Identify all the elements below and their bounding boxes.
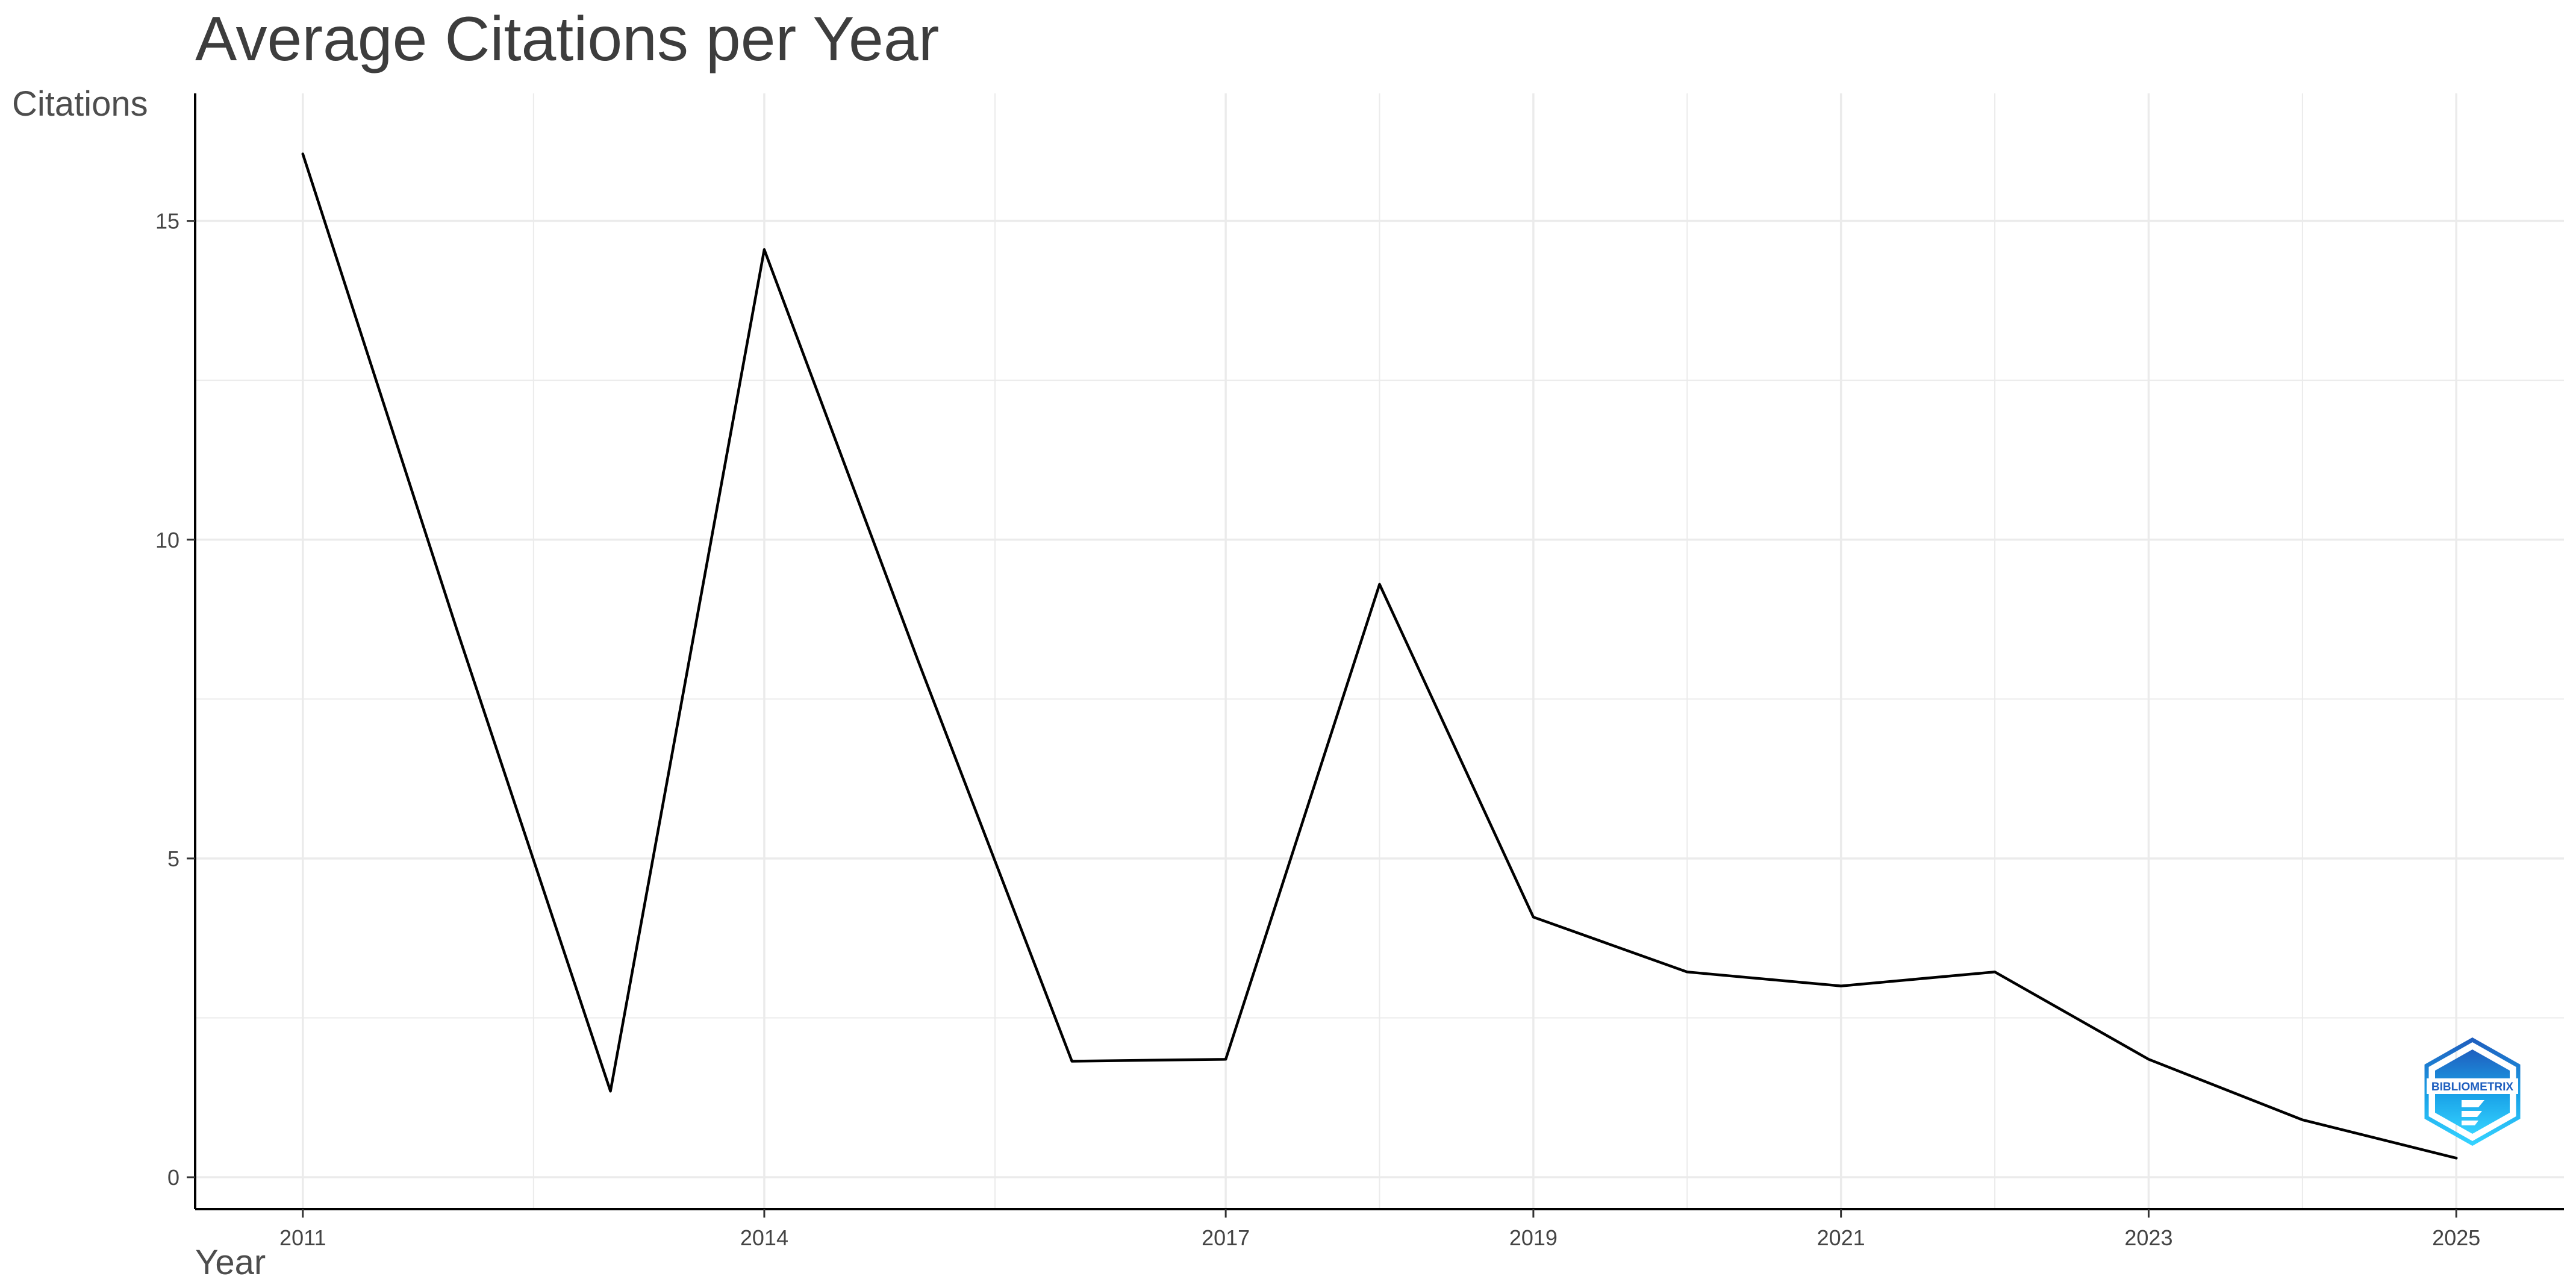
data-point bbox=[609, 1090, 612, 1093]
data-point bbox=[1994, 971, 1997, 974]
y-tick-label: 5 bbox=[167, 846, 179, 871]
data-point bbox=[1070, 1060, 1073, 1063]
y-tick-label: 0 bbox=[167, 1165, 179, 1190]
series-layer bbox=[301, 152, 2458, 1160]
x-tick-label: 2021 bbox=[1817, 1225, 1865, 1250]
minor-gridlines bbox=[195, 93, 2564, 1209]
x-tick-label: 2017 bbox=[1202, 1225, 1250, 1250]
data-point bbox=[763, 248, 766, 251]
logo-hexagon-outer bbox=[2424, 1037, 2521, 1146]
x-axis-label: Year bbox=[195, 1243, 266, 1279]
x-axis-ticks: 2011 2014 2017 2019 2021 2023 2025 bbox=[279, 1209, 2480, 1250]
major-gridlines bbox=[195, 93, 2564, 1209]
y-axis-ticks: 0 5 10 15 bbox=[155, 209, 195, 1190]
logo-text-band bbox=[2427, 1078, 2518, 1094]
data-point bbox=[301, 152, 304, 155]
data-point bbox=[2147, 1058, 2150, 1061]
x-tick-label: 2014 bbox=[740, 1225, 788, 1250]
data-point bbox=[455, 627, 458, 630]
y-tick-label: 15 bbox=[155, 209, 179, 234]
chart-title: Average Citations per Year bbox=[195, 4, 939, 74]
data-point bbox=[1532, 916, 1535, 919]
axes bbox=[194, 93, 2564, 1210]
x-tick-label: 2025 bbox=[2432, 1225, 2480, 1250]
data-point bbox=[917, 659, 920, 662]
data-point bbox=[1378, 583, 1381, 586]
data-point bbox=[1839, 984, 1842, 987]
x-tick-label: 2019 bbox=[1509, 1225, 1558, 1250]
data-point bbox=[2455, 1157, 2458, 1160]
x-tick-label: 2023 bbox=[2124, 1225, 2172, 1250]
logo-mark bbox=[2462, 1100, 2484, 1125]
x-tick-label: 2011 bbox=[279, 1225, 326, 1250]
y-axis-label: Citations bbox=[12, 84, 148, 124]
data-point bbox=[1686, 971, 1689, 974]
y-tick-label: 10 bbox=[155, 528, 179, 552]
data-point bbox=[1224, 1058, 1227, 1061]
bibliometrix-logo: BIBLIOMETRIX bbox=[2424, 1037, 2521, 1146]
data-point bbox=[2301, 1118, 2304, 1121]
logo-text: BIBLIOMETRIX bbox=[2431, 1081, 2513, 1093]
